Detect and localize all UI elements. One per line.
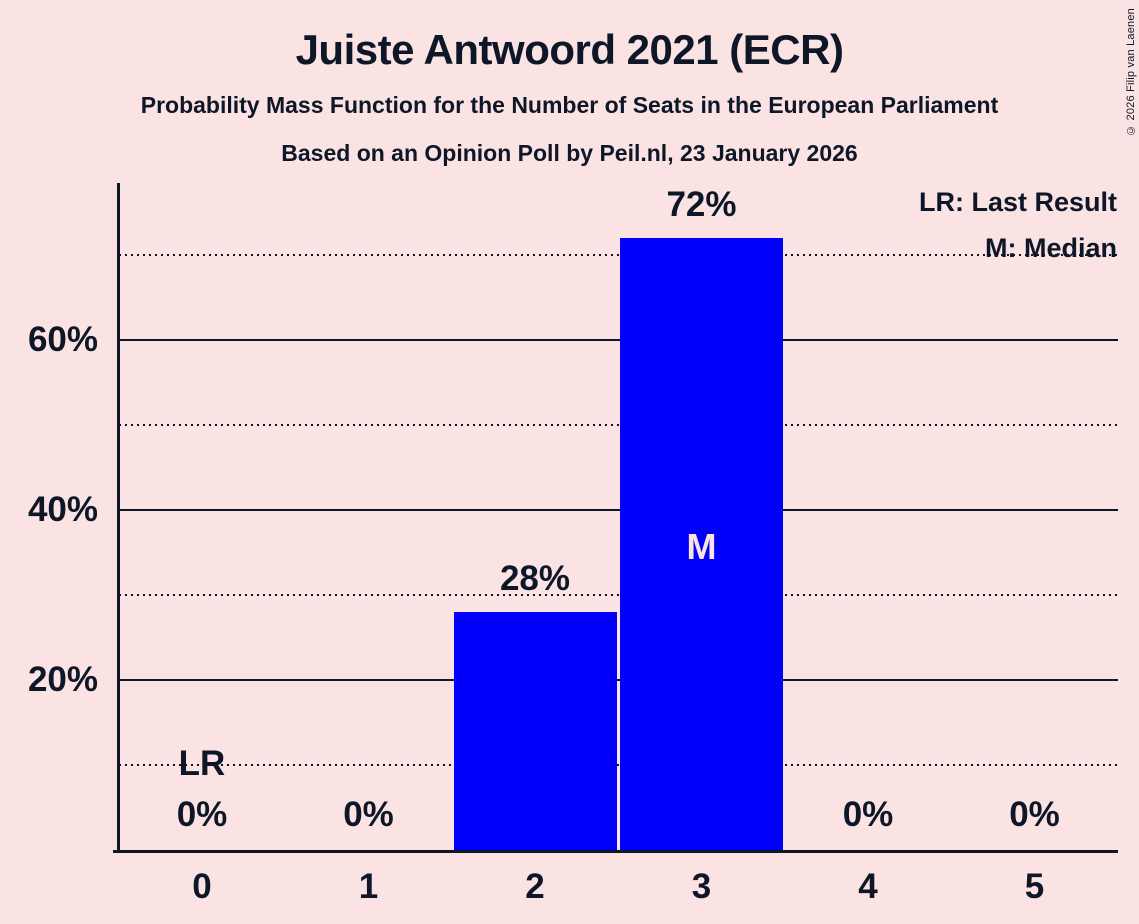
copyright-note: © 2026 Filip van Laenen [1125, 8, 1137, 136]
gridline-10pct [119, 764, 1118, 766]
value-label-5: 0% [1009, 795, 1060, 834]
median-marker: M [686, 526, 717, 567]
value-label-0: 0% [176, 795, 228, 834]
last-result-marker: LR [178, 744, 226, 783]
plot-area: 0% 0% 28% 72% 0% 0% LR M LR: Last Result… [113, 183, 1118, 853]
x-tick-1: 1 [358, 867, 379, 906]
y-tick-40pct: 40% [27, 490, 98, 529]
x-tick-2: 2 [525, 867, 545, 906]
x-tick-3: 3 [691, 867, 712, 906]
x-tick-4: 4 [858, 867, 878, 906]
x-axis-line [113, 850, 1118, 853]
y-tick-20pct: 20% [27, 660, 98, 699]
gridline-60pct [119, 339, 1118, 341]
chart-title: Juiste Antwoord 2021 (ECR) [295, 26, 844, 73]
value-label-2: 28% [499, 559, 571, 598]
y-tick-60pct: 60% [27, 320, 98, 359]
bar-seats-3 [620, 238, 783, 850]
y-axis-line [117, 183, 120, 852]
chart-subtitle: Probability Mass Function for the Number… [140, 92, 999, 118]
chart-source-line: Based on an Opinion Poll by Peil.nl, 23 … [281, 140, 858, 166]
gridline-40pct [119, 509, 1118, 511]
legend-last-result: LR: Last Result [918, 187, 1117, 217]
gridline-70pct [119, 254, 1118, 256]
x-tick-5: 5 [1024, 867, 1045, 906]
value-label-3: 72% [666, 185, 737, 224]
bar-seats-2 [453, 612, 617, 850]
x-tick-0: 0 [192, 867, 212, 906]
gridline-20pct [119, 679, 1118, 681]
gridline-50pct [119, 424, 1118, 426]
legend-median: M: Median [985, 233, 1117, 263]
value-label-4: 0% [842, 795, 894, 834]
gridline-30pct [119, 594, 1118, 596]
value-label-1: 0% [343, 795, 394, 834]
